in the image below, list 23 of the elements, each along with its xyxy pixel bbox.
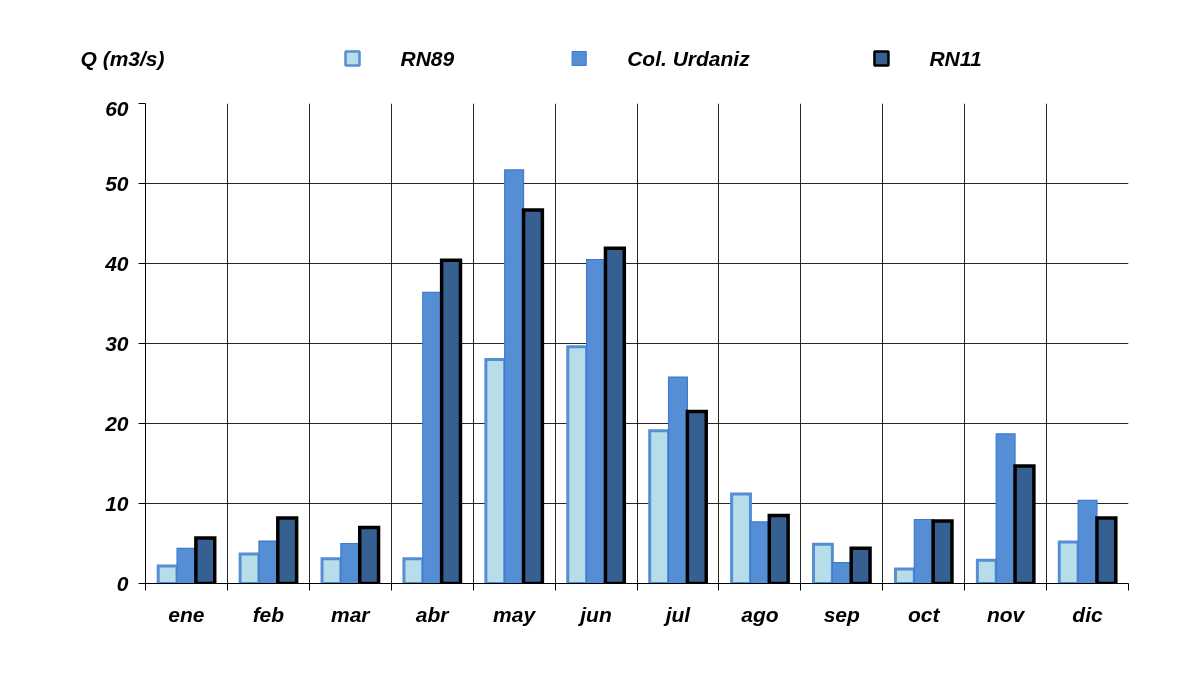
- x-tick-label: dic: [1072, 602, 1104, 626]
- x-tick-label: jun: [577, 602, 612, 626]
- x-tick-label: feb: [252, 602, 285, 626]
- y-tick-label: 60: [105, 96, 129, 120]
- y-tick-label: 20: [104, 411, 129, 435]
- x-tick-label: sep: [823, 602, 861, 626]
- y-tick-label: 10: [105, 491, 129, 515]
- y-tick-label: 50: [105, 171, 129, 195]
- y-tick-label: 30: [105, 331, 129, 355]
- x-tick-label: jul: [662, 602, 692, 626]
- legend-label: RN11: [929, 47, 982, 70]
- x-tick-label: nov: [986, 602, 1026, 626]
- x-tick-label: ene: [168, 602, 205, 626]
- x-tick-label: may: [493, 602, 537, 626]
- x-tick-label: mar: [331, 602, 372, 626]
- legend-label: RN89: [400, 47, 455, 70]
- y-tick-label: 0: [116, 571, 129, 595]
- x-tick-label: ago: [741, 602, 779, 626]
- x-tick-label: oct: [907, 602, 941, 626]
- y-tick-label: 40: [104, 251, 129, 275]
- y-axis-title: Q (m3/s): [80, 47, 165, 70]
- x-tick-label: abr: [415, 602, 451, 626]
- legend-label: Col. Urdaniz: [627, 47, 751, 70]
